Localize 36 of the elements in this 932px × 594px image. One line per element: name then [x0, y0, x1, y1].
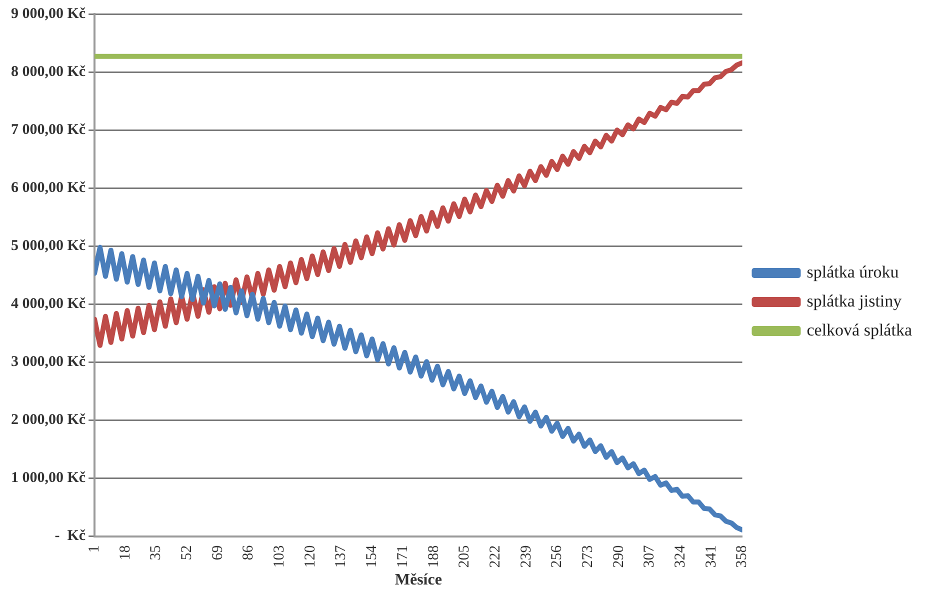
x-tick-label: 324 — [672, 544, 688, 568]
legend-label: celková splátka — [806, 320, 912, 340]
y-tick-label: 2 000,00 Kč — [10, 412, 86, 428]
x-tick-label: 18 — [117, 545, 134, 560]
legend-label: splátka jistiny — [806, 291, 902, 310]
x-tick-label: 273 — [580, 545, 596, 568]
x-tick-label: 222 — [487, 545, 504, 568]
x-axis-title: Měsíce — [394, 572, 442, 589]
x-tick-label: 35 — [148, 545, 164, 560]
y-tick-label: 9 000,00 Kč — [10, 6, 86, 22]
x-tick-label: 188 — [426, 545, 442, 568]
y-tick-label: 5 000,00 Kč — [10, 238, 86, 254]
x-tick-label: 358 — [734, 545, 750, 568]
x-tick-label: 137 — [333, 544, 350, 568]
y-tick-label: 1 000,00 Kč — [10, 470, 86, 486]
y-tick-label: - Kč — [54, 528, 86, 544]
x-tick-label: 239 — [518, 545, 534, 568]
x-tick-label: 171 — [394, 545, 411, 568]
x-tick-label: 52 — [179, 545, 196, 560]
legend-label: splátka úroku — [806, 262, 900, 282]
x-tick-label: 103 — [272, 545, 288, 568]
x-tick-label: 86 — [240, 544, 257, 560]
x-tick-label: 341 — [703, 545, 720, 568]
x-tick-label: 69 — [210, 545, 226, 560]
x-tick-label: 1 — [86, 545, 103, 553]
y-tick-label: 6 000,00 Kč — [10, 180, 86, 196]
x-tick-label: 120 — [302, 545, 318, 568]
y-tick-label: 7 000,00 Kč — [10, 122, 86, 138]
x-tick-label: 290 — [610, 545, 627, 568]
x-tick-label: 154 — [364, 544, 380, 568]
x-tick-label: 205 — [456, 545, 473, 568]
y-tick-label: 4 000,00 Kč — [10, 296, 86, 312]
x-tick-label: 256 — [549, 544, 566, 568]
y-tick-label: 3 000,00 Kč — [10, 354, 86, 370]
y-tick-label: 8 000,00 Kč — [10, 64, 86, 80]
x-tick-label: 307 — [642, 544, 658, 568]
